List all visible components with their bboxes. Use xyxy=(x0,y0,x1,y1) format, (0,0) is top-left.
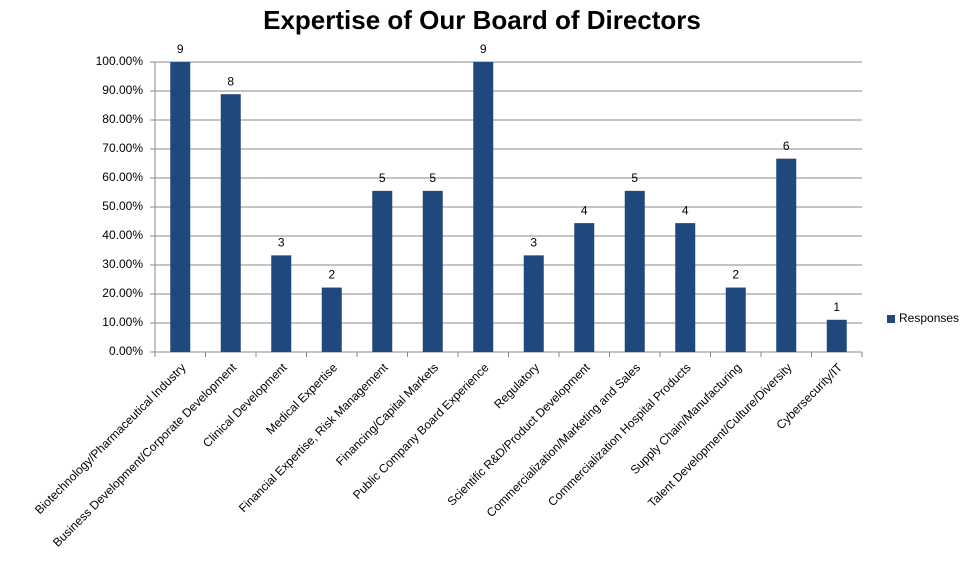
bar xyxy=(574,223,595,352)
bar xyxy=(422,190,443,352)
y-tick-label: 40.00% xyxy=(102,228,143,242)
y-tick-label: 70.00% xyxy=(102,141,143,155)
y-tick-label: 60.00% xyxy=(102,170,143,184)
legend-label: Responses xyxy=(899,311,959,325)
data-label: 5 xyxy=(429,171,436,185)
y-tick-label: 100.00% xyxy=(96,54,144,68)
data-label: 1 xyxy=(833,300,840,314)
data-label: 9 xyxy=(480,42,487,56)
y-tick-label: 50.00% xyxy=(102,199,143,213)
data-label: 4 xyxy=(581,203,588,217)
data-label: 6 xyxy=(783,139,790,153)
x-tick-label: Clinical Development xyxy=(200,360,290,450)
bar xyxy=(372,190,393,352)
bar xyxy=(675,223,696,352)
x-tick-label: Financing/Capital Markets xyxy=(333,360,441,468)
bar xyxy=(473,62,494,352)
bar xyxy=(220,94,241,353)
bar xyxy=(776,158,797,352)
y-tick-label: 90.00% xyxy=(102,83,143,97)
data-label: 2 xyxy=(328,268,335,282)
data-label: 2 xyxy=(732,268,739,282)
chart-title: Expertise of Our Board of Directors xyxy=(263,5,701,35)
y-tick-label: 30.00% xyxy=(102,257,143,271)
data-label: 5 xyxy=(631,171,638,185)
data-label: 3 xyxy=(278,236,285,250)
data-label: 8 xyxy=(227,74,234,88)
data-label: 5 xyxy=(379,171,386,185)
bar xyxy=(624,190,645,352)
bar xyxy=(271,255,292,352)
data-label: 9 xyxy=(177,42,184,56)
legend-swatch xyxy=(887,315,895,323)
bar xyxy=(826,319,847,352)
data-label: 4 xyxy=(682,203,689,217)
bar xyxy=(725,287,746,352)
bar xyxy=(170,62,191,352)
y-tick-label: 20.00% xyxy=(102,286,143,300)
bar xyxy=(523,255,544,352)
y-tick-label: 0.00% xyxy=(109,344,143,358)
y-tick-label: 80.00% xyxy=(102,112,143,126)
bar xyxy=(321,287,342,352)
y-tick-label: 10.00% xyxy=(102,315,143,329)
x-tick-label: Regulatory xyxy=(491,360,542,411)
data-label: 3 xyxy=(530,236,537,250)
x-tick-label: Business Development/Corporate Developme… xyxy=(50,360,240,550)
